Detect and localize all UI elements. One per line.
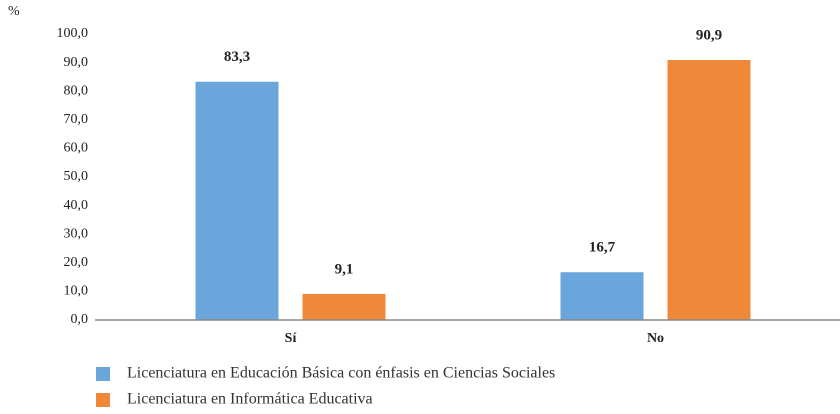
x-tick-label: No bbox=[647, 331, 664, 346]
legend-label: Licenciatura en Educación Básica con énf… bbox=[127, 365, 555, 382]
y-tick-label: 50,0 bbox=[64, 169, 89, 184]
legend-swatch bbox=[96, 367, 110, 381]
y-axis-label: % bbox=[8, 4, 20, 19]
bar bbox=[302, 293, 386, 320]
y-tick-label: 100,0 bbox=[57, 26, 89, 41]
y-tick-label: 60,0 bbox=[64, 141, 89, 156]
y-tick-label: 40,0 bbox=[64, 198, 89, 213]
data-label: 90,9 bbox=[696, 27, 722, 43]
data-label: 83,3 bbox=[224, 49, 250, 65]
legend-swatch bbox=[96, 393, 110, 407]
y-tick-label: 90,0 bbox=[64, 55, 89, 70]
y-tick-label: 10,0 bbox=[64, 284, 89, 299]
legend-label: Licenciatura en Informática Educativa bbox=[127, 391, 373, 408]
y-tick-label: 0,0 bbox=[71, 312, 89, 327]
bar bbox=[195, 81, 279, 321]
x-tick-label: Sí bbox=[285, 331, 298, 346]
y-tick-label: 70,0 bbox=[64, 112, 89, 127]
bar bbox=[667, 60, 751, 320]
bar bbox=[560, 272, 644, 320]
y-tick-label: 20,0 bbox=[64, 255, 89, 270]
data-label: 16,7 bbox=[589, 240, 616, 256]
y-tick-label: 30,0 bbox=[64, 226, 89, 241]
data-label: 9,1 bbox=[335, 261, 354, 277]
y-tick-label: 80,0 bbox=[64, 83, 89, 98]
